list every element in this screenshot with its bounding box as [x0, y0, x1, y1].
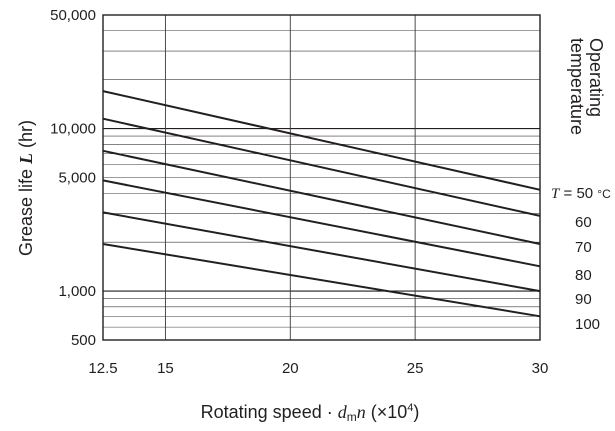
x-tick-label: 20 [282, 360, 299, 377]
y-axis-title: Grease life L (hr) [16, 120, 36, 256]
x-tick-label: 15 [157, 360, 174, 377]
series-line-80 [102, 179, 541, 268]
group-title-line1: Operating [586, 38, 606, 117]
x-axis-title-symbol-n: n [357, 402, 366, 422]
series-line-50 [102, 90, 541, 191]
temperature-value: = 50 [559, 185, 597, 202]
series-line-90 [102, 211, 541, 293]
series-line-60 [102, 117, 541, 217]
temperature-labels: T = 50 °C 60 70 80 90 100 [551, 185, 611, 333]
y-axis-title-prefix: Grease life [16, 164, 36, 256]
group-title-line2: temperature [567, 38, 587, 135]
x-tick-label: 12.5 [88, 360, 117, 377]
temperature-label-100: 100 [575, 316, 600, 333]
temperature-unit: °C [597, 187, 611, 201]
x-tick-labels: 12.5 15 20 25 30 [88, 360, 548, 377]
y-axis-title-unit: (hr) [16, 120, 36, 153]
temperature-label-90: 90 [575, 291, 592, 308]
temperature-symbol: T [551, 186, 561, 202]
y-tick-label: 10,000 [50, 121, 96, 138]
x-axis-title-unit-open: (×10 [366, 402, 408, 422]
grid [103, 15, 540, 340]
series-line-70 [102, 149, 541, 245]
y-tick-label: 5,000 [58, 170, 96, 187]
temperature-label-70: 70 [575, 239, 592, 256]
temperature-label-80: 80 [575, 267, 592, 284]
x-axis-title-subscript: m [347, 410, 357, 424]
y-tick-label: 50,000 [50, 7, 96, 24]
x-axis-title-unit-close: ) [413, 402, 419, 422]
x-tick-label: 30 [532, 360, 549, 377]
y-tick-label: 500 [71, 332, 96, 349]
y-tick-labels: 50,000 10,000 5,000 1,000 500 [50, 7, 96, 349]
plot-frame [102, 14, 541, 341]
series-line-100 [102, 243, 541, 318]
x-axis-title-prefix: Rotating speed · [201, 402, 338, 422]
y-axis-title-symbol: L [16, 153, 36, 165]
x-axis-title-unit-exp: 4 [407, 402, 413, 414]
temperature-label-50: T = 50 °C [551, 185, 611, 202]
x-axis-title-symbol-d: d [338, 402, 348, 422]
series-lines [102, 90, 541, 318]
x-tick-label: 25 [407, 360, 424, 377]
temperature-label-60: 60 [575, 214, 592, 231]
x-axis-title: Rotating speed · dmn (×104) [201, 402, 420, 424]
y-tick-label: 1,000 [58, 283, 96, 300]
